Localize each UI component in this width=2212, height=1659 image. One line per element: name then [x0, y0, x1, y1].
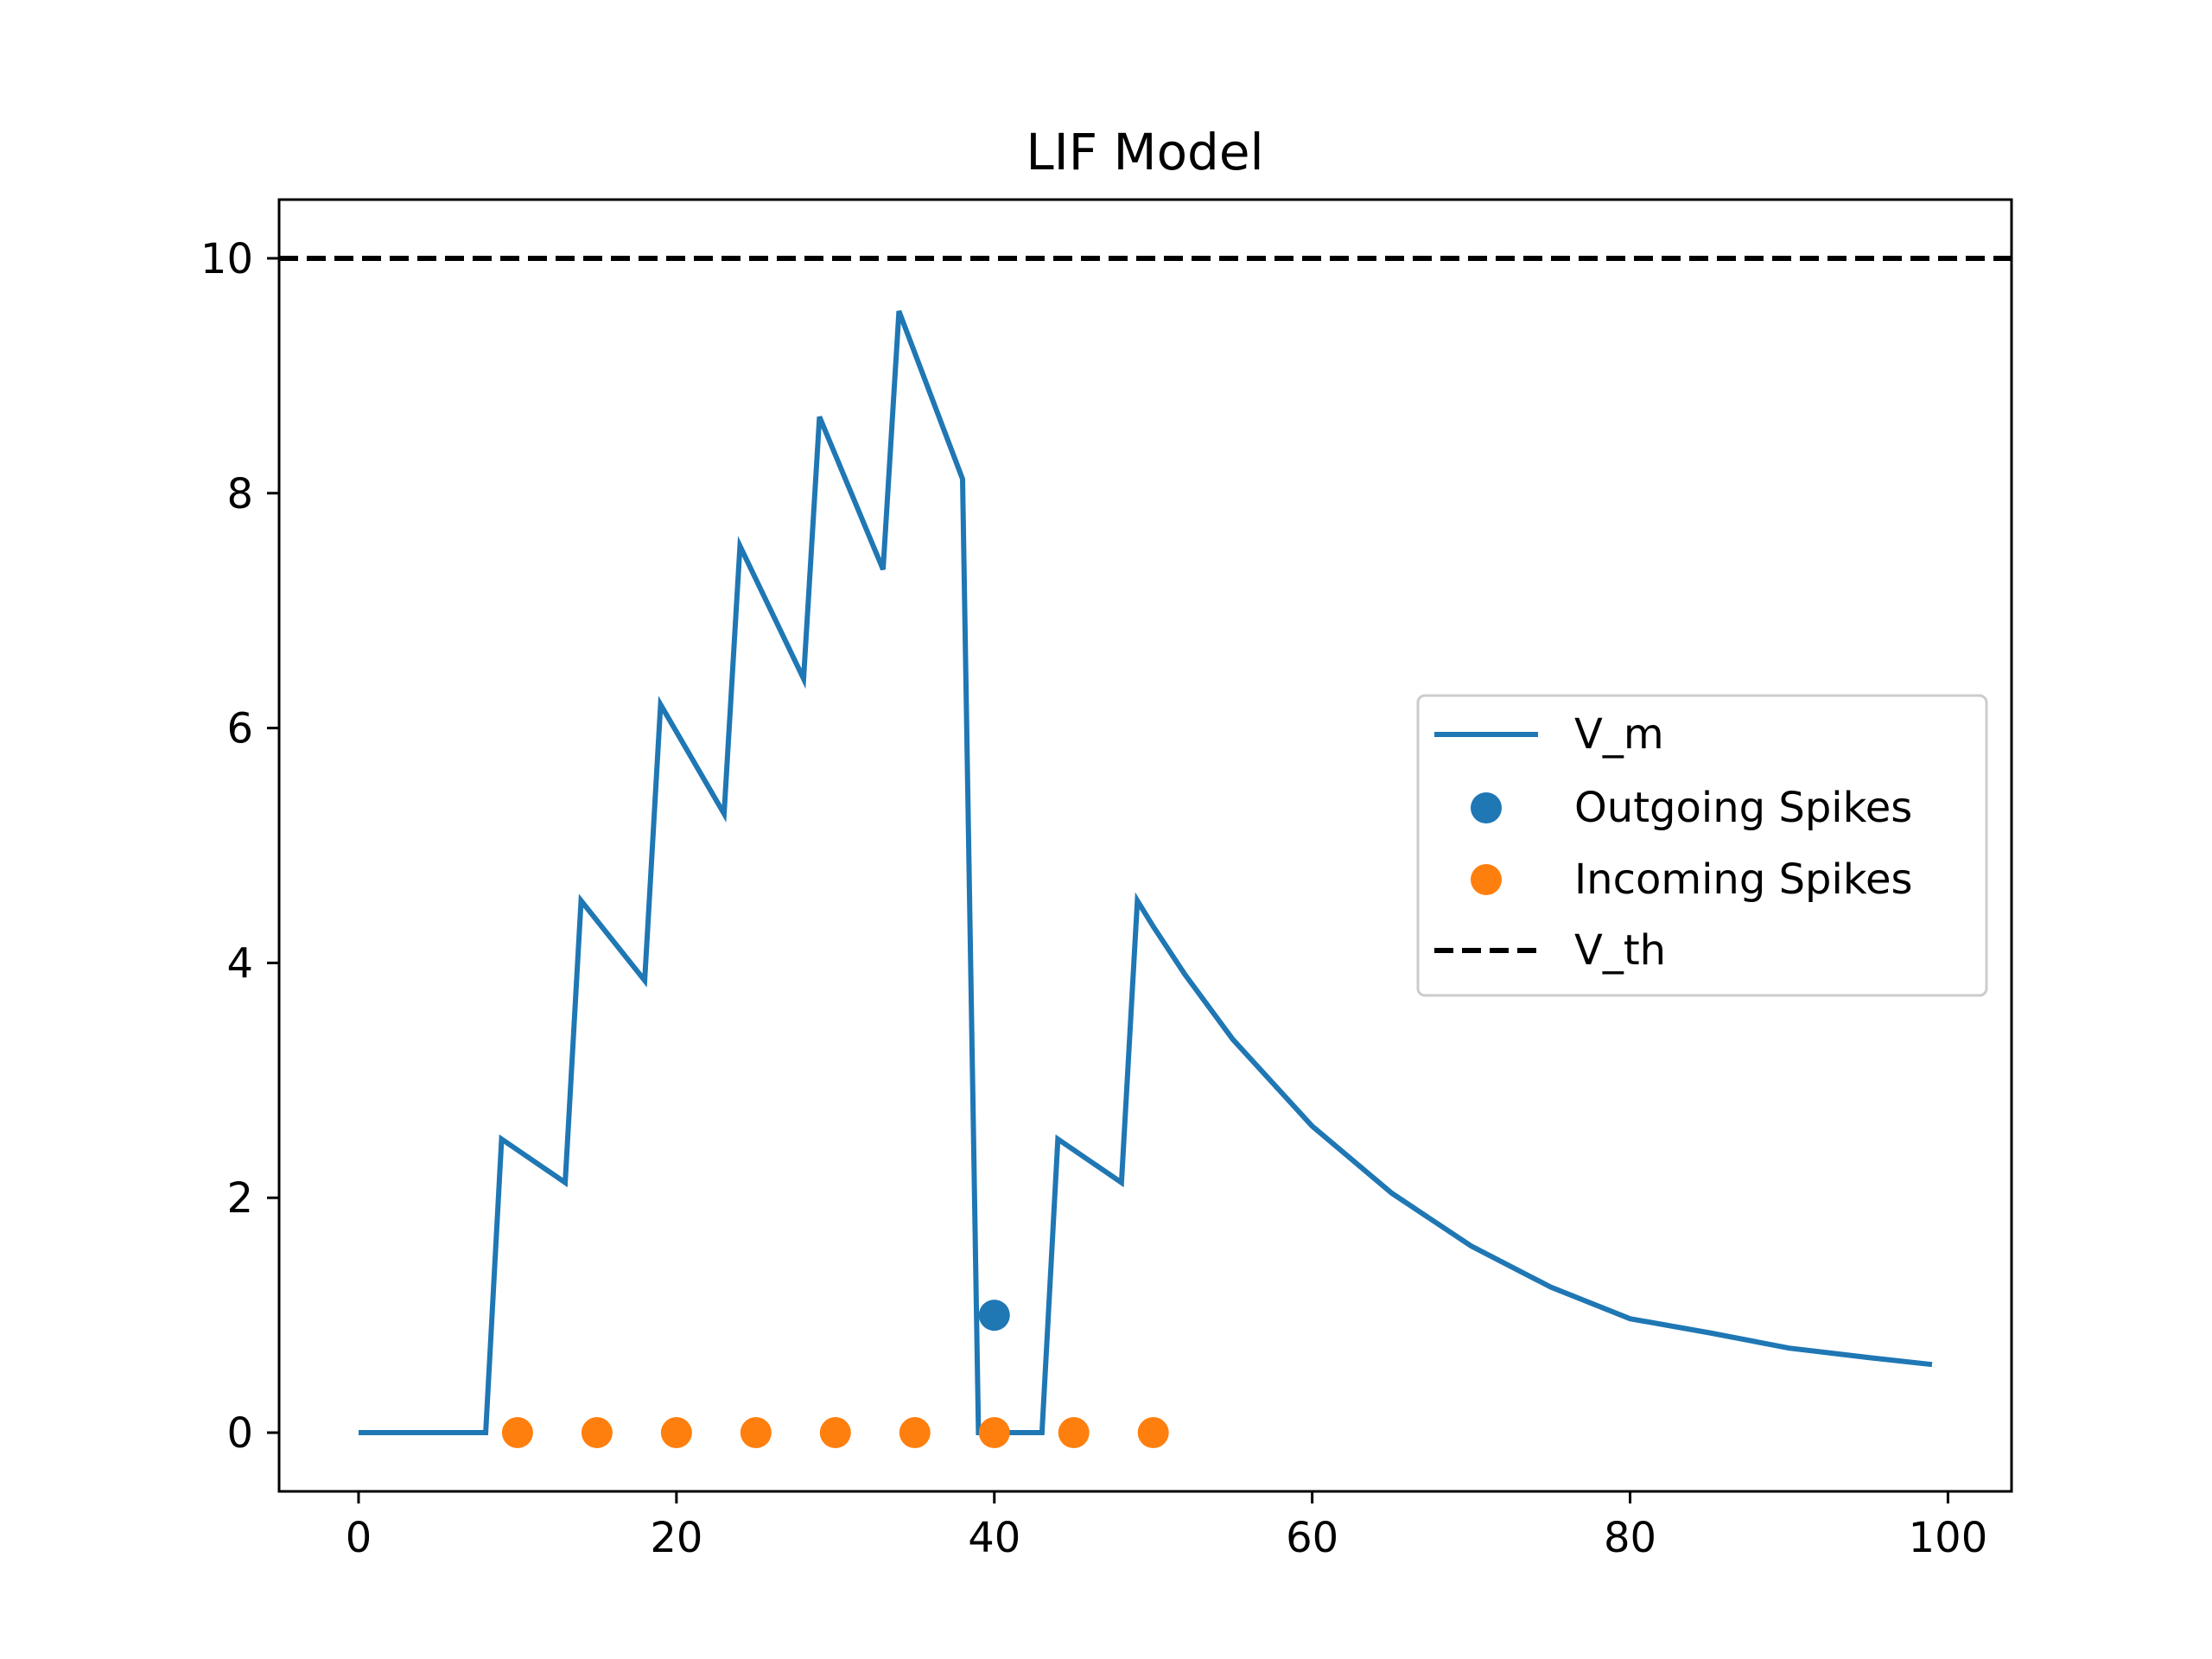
incoming-spike-point-0 — [501, 1417, 533, 1449]
line-layer — [359, 310, 1933, 1435]
legend-incoming-marker — [1471, 864, 1502, 895]
y-tick-label-0: 0 — [226, 1409, 253, 1458]
legend-frame — [1416, 694, 1988, 997]
x-tick-label-5: 100 — [1909, 1514, 1988, 1562]
axes-frame — [277, 198, 2013, 1493]
y-tick-label-4: 8 — [226, 470, 253, 518]
incoming-spike-point-5 — [899, 1417, 931, 1449]
x-tick-label-0: 0 — [346, 1514, 372, 1562]
x-axis: 0 20 40 60 80 100 — [346, 1491, 1988, 1562]
y-axis: 0 2 4 6 8 10 — [200, 235, 279, 1458]
x-tick-label-4: 80 — [1604, 1514, 1656, 1562]
y-tick-label-2: 4 — [226, 939, 253, 988]
incoming-spike-point-1 — [581, 1417, 613, 1449]
series-line-vm — [359, 310, 1933, 1435]
plot-area — [279, 255, 2012, 1449]
legend-outgoing-label: Outgoing Spikes — [1574, 784, 1912, 832]
incoming-spike-point-3 — [740, 1417, 772, 1449]
x-tick-label-2: 40 — [968, 1514, 1020, 1562]
incoming-spike-point-8 — [1137, 1417, 1169, 1449]
incoming-spike-point-2 — [660, 1417, 692, 1449]
scatter-layer — [501, 1300, 1169, 1449]
legend-vth-label: V_th — [1574, 926, 1666, 975]
x-tick-label-3: 60 — [1286, 1514, 1338, 1562]
legend: V_m Outgoing Spikes Incoming Spikes V_th — [1416, 694, 1988, 997]
incoming-spike-point-7 — [1058, 1417, 1090, 1449]
incoming-spike-point-4 — [819, 1417, 851, 1449]
legend-incoming-label: Incoming Spikes — [1574, 855, 1912, 904]
incoming-spike-point-6 — [978, 1417, 1010, 1449]
y-tick-label-3: 6 — [226, 705, 253, 753]
legend-outgoing-marker — [1471, 792, 1502, 823]
legend-vm-label: V_m — [1574, 710, 1664, 759]
x-tick-label-1: 20 — [650, 1514, 702, 1562]
y-tick-label-5: 10 — [200, 235, 253, 283]
chart-title: LIF Model — [1026, 123, 1263, 181]
outgoing-spike-point-0 — [978, 1300, 1010, 1332]
y-tick-label-1: 2 — [226, 1174, 253, 1223]
